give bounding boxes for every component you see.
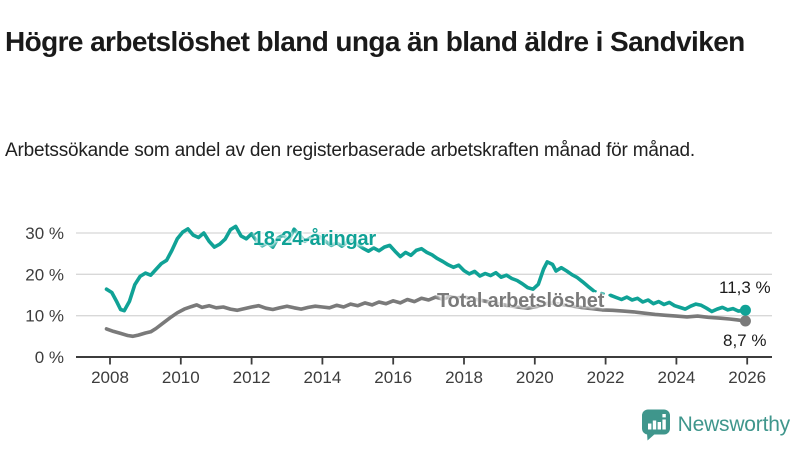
series-label-total: Total arbetslöshet bbox=[437, 290, 605, 312]
brand-name: Newsworthy bbox=[677, 412, 791, 436]
series-end-dot-youth bbox=[739, 304, 751, 316]
x-tick-label: 2008 bbox=[91, 368, 129, 387]
page-subtitle: Arbetssökande som andel av den registerb… bbox=[5, 140, 695, 161]
series-label-youth: 18-24-åringar bbox=[253, 228, 377, 250]
series-end-dot-total bbox=[739, 315, 751, 327]
y-tick-label: 20 % bbox=[25, 265, 64, 284]
x-tick-label: 2016 bbox=[374, 368, 412, 387]
x-tick-label: 2018 bbox=[445, 368, 483, 387]
x-tick-label: 2020 bbox=[516, 368, 554, 387]
y-tick-label: 30 % bbox=[25, 224, 64, 243]
end-value-label-youth: 11,3 % bbox=[719, 278, 771, 297]
series-line-youth bbox=[104, 224, 596, 313]
series-line-youth bbox=[609, 293, 748, 314]
series-line-youth-break bbox=[592, 289, 613, 297]
x-tick-label: 2014 bbox=[303, 368, 341, 387]
newsworthy-logo: Newsworthy bbox=[641, 408, 790, 441]
series-line-total bbox=[104, 294, 748, 339]
x-tick-label: 2012 bbox=[233, 368, 271, 387]
x-tick-label: 2024 bbox=[657, 368, 695, 387]
x-tick-label: 2010 bbox=[162, 368, 200, 387]
bar-chart-speech-bubble-icon bbox=[641, 409, 670, 441]
x-tick-label: 2026 bbox=[728, 368, 766, 387]
page-title: Högre arbetslöshet bland unga än bland ä… bbox=[5, 25, 745, 57]
x-tick-label: 2022 bbox=[587, 368, 625, 387]
y-tick-label: 0 % bbox=[35, 348, 64, 367]
y-tick-label: 10 % bbox=[25, 307, 64, 326]
end-value-label-total: 8,7 % bbox=[723, 331, 767, 350]
